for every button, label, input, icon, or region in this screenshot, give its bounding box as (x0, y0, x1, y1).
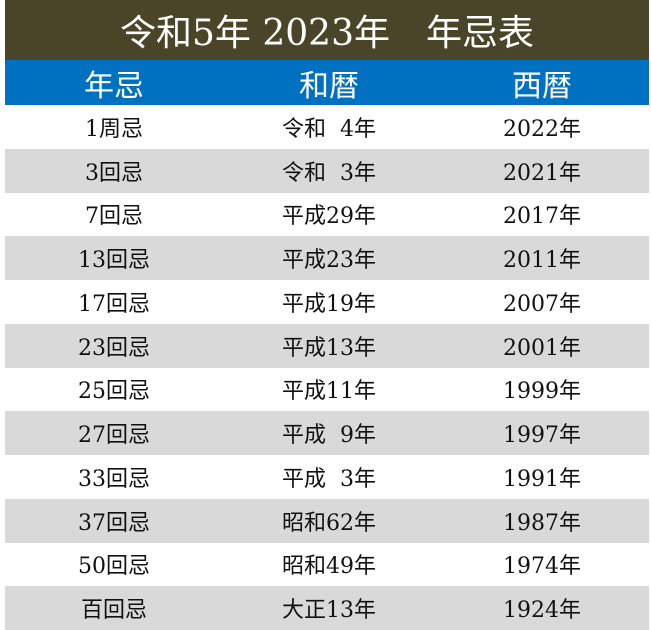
memorial-cell: 3回忌 (5, 149, 223, 193)
header-western-year: 西暦 (512, 68, 572, 104)
western-year-cell-text: 1999年 (503, 379, 581, 405)
western-year-cell-text: 2011年 (503, 248, 581, 274)
japanese-era-cell-text: 平成11年 (282, 379, 376, 405)
western-year-cell-text: 2001年 (503, 335, 581, 361)
japanese-era-cell: 平成23年 (223, 236, 435, 280)
western-year-cell: 1974年 (435, 543, 649, 587)
japanese-era-cell: 令和 4年 (223, 105, 435, 149)
japanese-era-cell: 平成11年 (223, 368, 435, 412)
western-year-cell-text: 2017年 (503, 204, 581, 230)
japanese-era-cell-text: 大正13年 (282, 598, 376, 624)
japanese-era-cell: 平成29年 (223, 193, 435, 237)
japanese-era-cell: 平成 3年 (223, 455, 435, 499)
western-year-cell-text: 1991年 (503, 466, 581, 492)
western-year-cell: 2011年 (435, 236, 649, 280)
memorial-cell: 百回忌 (5, 586, 223, 630)
western-year-cell: 1987年 (435, 499, 649, 543)
memorial-cell: 1周忌 (5, 105, 223, 149)
japanese-era-cell-text: 平成 9年 (282, 423, 376, 449)
table-row: 7回忌 平成29年 2017年 (5, 193, 649, 237)
western-year-cell: 1924年 (435, 586, 649, 630)
japanese-era-cell-text: 平成19年 (282, 291, 376, 317)
table-row: 13回忌 平成23年 2011年 (5, 236, 649, 280)
memorial-cell: 7回忌 (5, 193, 223, 237)
table-row: 百回忌 大正13年 1924年 (5, 586, 649, 630)
western-year-cell: 1999年 (435, 368, 649, 412)
memorial-cell-text: 7回忌 (85, 204, 143, 230)
memorial-cell-text: 50回忌 (78, 554, 150, 580)
memorial-cell: 13回忌 (5, 236, 223, 280)
western-year-cell: 1997年 (435, 411, 649, 455)
header-memorial: 年忌 (84, 68, 144, 104)
western-year-cell-text: 2007年 (503, 291, 581, 317)
memorial-cell-text: 3回忌 (85, 160, 143, 186)
table-row: 33回忌 平成 3年 1991年 (5, 455, 649, 499)
table-row: 50回忌 昭和49年 1974年 (5, 543, 649, 587)
page-title: 令和5年 2023年 年忌表 (120, 13, 534, 54)
japanese-era-cell-text: 平成29年 (282, 204, 376, 230)
western-year-cell-text: 1974年 (503, 554, 581, 580)
memorial-cell: 17回忌 (5, 280, 223, 324)
title-bar: 令和5年 2023年 年忌表 (5, 0, 649, 60)
memorial-cell-text: 33回忌 (78, 466, 150, 492)
japanese-era-cell: 昭和49年 (223, 543, 435, 587)
header-japanese-era: 和暦 (299, 68, 359, 104)
japanese-era-cell-text: 昭和62年 (282, 510, 376, 536)
memorial-cell: 37回忌 (5, 499, 223, 543)
memorial-cell-text: 27回忌 (78, 423, 150, 449)
japanese-era-cell-text: 令和 3年 (282, 160, 376, 186)
table-row: 1周忌 令和 4年 2022年 (5, 105, 649, 149)
memorial-cell-text: 37回忌 (78, 510, 150, 536)
table-row: 25回忌 平成11年 1999年 (5, 368, 649, 412)
memorial-cell: 50回忌 (5, 543, 223, 587)
memorial-cell: 33回忌 (5, 455, 223, 499)
memorial-cell-text: 1周忌 (85, 116, 143, 142)
western-year-cell-text: 1987年 (503, 510, 581, 536)
table-row: 27回忌 平成 9年 1997年 (5, 411, 649, 455)
table-row: 17回忌 平成19年 2007年 (5, 280, 649, 324)
japanese-era-cell-text: 令和 4年 (282, 116, 376, 142)
japanese-era-cell: 平成19年 (223, 280, 435, 324)
memorial-cell-text: 13回忌 (78, 248, 150, 274)
japanese-era-cell: 大正13年 (223, 586, 435, 630)
table-body: 1周忌 令和 4年 2022年 3回忌 令和 3年 2021年 7回忌 平成29年 2017年 1… (5, 105, 649, 630)
table-row: 3回忌 令和 3年 2021年 (5, 148, 649, 193)
western-year-cell-text: 2022年 (503, 116, 581, 142)
western-year-cell: 2021年 (435, 149, 649, 193)
western-year-cell-text: 1924年 (503, 598, 581, 624)
japanese-era-cell-text: 平成13年 (282, 335, 376, 361)
memorial-cell-text: 17回忌 (78, 291, 150, 317)
japanese-era-cell: 令和 3年 (223, 149, 435, 193)
japanese-era-cell: 平成13年 (223, 324, 435, 368)
japanese-era-cell: 平成 9年 (223, 411, 435, 455)
western-year-cell: 2001年 (435, 324, 649, 368)
memorial-cell: 23回忌 (5, 324, 223, 368)
western-year-cell: 2022年 (435, 105, 649, 149)
table-row: 37回忌 昭和62年 1987年 (5, 498, 649, 543)
western-year-cell: 1991年 (435, 455, 649, 499)
table-row: 23回忌 平成13年 2001年 (5, 323, 649, 368)
japanese-era-cell-text: 平成23年 (282, 248, 376, 274)
memorial-cell-text: 25回忌 (78, 379, 150, 405)
japanese-era-cell: 昭和62年 (223, 499, 435, 543)
western-year-cell: 2017年 (435, 193, 649, 237)
japanese-era-cell-text: 昭和49年 (282, 554, 376, 580)
western-year-cell-text: 2021年 (503, 160, 581, 186)
memorial-cell: 27回忌 (5, 411, 223, 455)
japanese-era-cell-text: 平成 3年 (282, 466, 376, 492)
table-header-row: 年忌 和暦 西暦 (5, 60, 649, 105)
western-year-cell-text: 1997年 (503, 423, 581, 449)
memorial-cell-text: 23回忌 (78, 335, 150, 361)
western-year-cell: 2007年 (435, 280, 649, 324)
memorial-cell: 25回忌 (5, 368, 223, 412)
memorial-cell-text: 百回忌 (80, 598, 147, 624)
